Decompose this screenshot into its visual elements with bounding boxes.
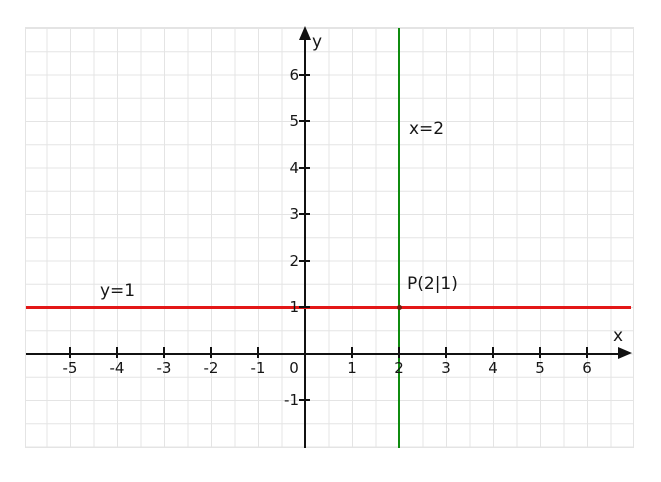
line-y-equals-1 <box>26 306 631 309</box>
y-axis <box>304 38 306 448</box>
line-x-equals-2 <box>397 28 401 448</box>
point-P-marker <box>397 305 402 311</box>
x-axis <box>26 352 619 355</box>
label-line-x-equals-2: x=2 <box>409 119 445 139</box>
y-axis-arrow-icon <box>298 26 311 40</box>
label-line-y-equals-1: y=1 <box>100 281 136 301</box>
grid <box>25 27 634 448</box>
label-point-P: P(2|1) <box>407 274 458 294</box>
origin-tick-label: 0 <box>289 359 299 377</box>
y-axis-label: y <box>312 32 323 52</box>
x-axis-label: x <box>613 326 624 346</box>
x-axis-arrow-icon <box>618 347 632 359</box>
